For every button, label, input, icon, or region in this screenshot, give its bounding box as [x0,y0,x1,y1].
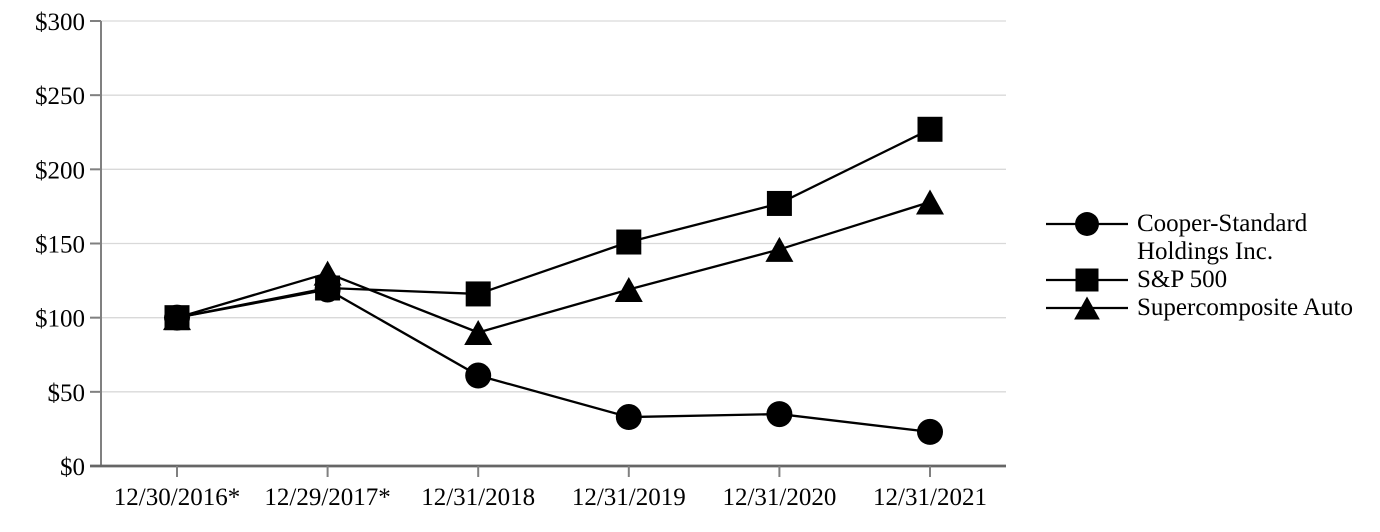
square-marker [164,305,190,331]
y-tick-label: $300 [35,9,85,36]
square-marker [616,229,642,255]
x-tick-label: 12/29/2017* [264,484,390,511]
legend-item-sp500: S&P 500 [1046,266,1369,294]
square-marker [465,281,491,307]
series-cooper-standard-holdings-inc-line [176,288,931,434]
legend-item-supercomposite-auto: Supercomposite Auto [1046,294,1369,322]
series-s-p-500-line [176,128,931,319]
legend-label-cooper-standard: Cooper-Standard Holdings Inc. [1137,210,1308,265]
circle-marker [766,401,793,428]
y-tick-label: $0 [60,454,85,481]
circle-marker [465,362,492,389]
y-tick-label: $100 [35,306,85,333]
circle-marker [917,418,943,445]
triangle-marker [765,236,794,262]
triangle-marker [464,320,493,345]
square-marker [917,116,943,142]
circle-marker-glyph [1046,212,1128,236]
square-marker [1075,268,1099,292]
square-marker [315,275,341,301]
x-tick-label: 12/31/2019 [572,484,686,511]
y-tick-label: $50 [48,380,86,407]
triangle-marker [614,276,643,302]
triangle-marker-glyph [1046,296,1128,320]
circle-marker [615,404,642,431]
legend-item-cooper-standard: Cooper-Standard Holdings Inc. [1046,210,1369,266]
x-tick-label: 12/31/2021 [873,484,987,511]
circle-marker-icon [1046,210,1128,238]
legend-label-sp500: S&P 500 [1137,266,1228,293]
y-tick-label: $200 [35,157,85,184]
chart-legend: Cooper-Standard Holdings Inc. S&P 500 Su… [1046,210,1369,322]
legend-label-supercomposite-auto: Supercomposite Auto [1137,294,1353,321]
y-tick-label: $250 [35,83,85,110]
y-axis: $0 $50 $100 $150 $200 $250 $300 [35,9,102,481]
square-marker-icon [1046,266,1128,294]
y-tick-label: $150 [35,232,85,259]
series-supercomposite-auto-line [176,200,931,334]
square-marker [766,190,792,216]
x-tick-label: 12/31/2020 [722,484,836,511]
triangle-marker-icon [1046,294,1128,322]
x-axis: 12/30/2016* 12/29/2017* 12/31/2018 12/31/20… [90,464,1006,511]
circle-marker [1075,212,1099,236]
x-tick-label: 12/30/2016* [114,484,240,511]
y-gridlines [101,20,1006,393]
series-s-p-500-markers [164,116,943,331]
square-marker-glyph [1046,268,1128,292]
x-tick-label: 12/31/2018 [421,484,535,511]
triangle-marker [916,189,944,215]
triangle-marker [1074,296,1100,320]
